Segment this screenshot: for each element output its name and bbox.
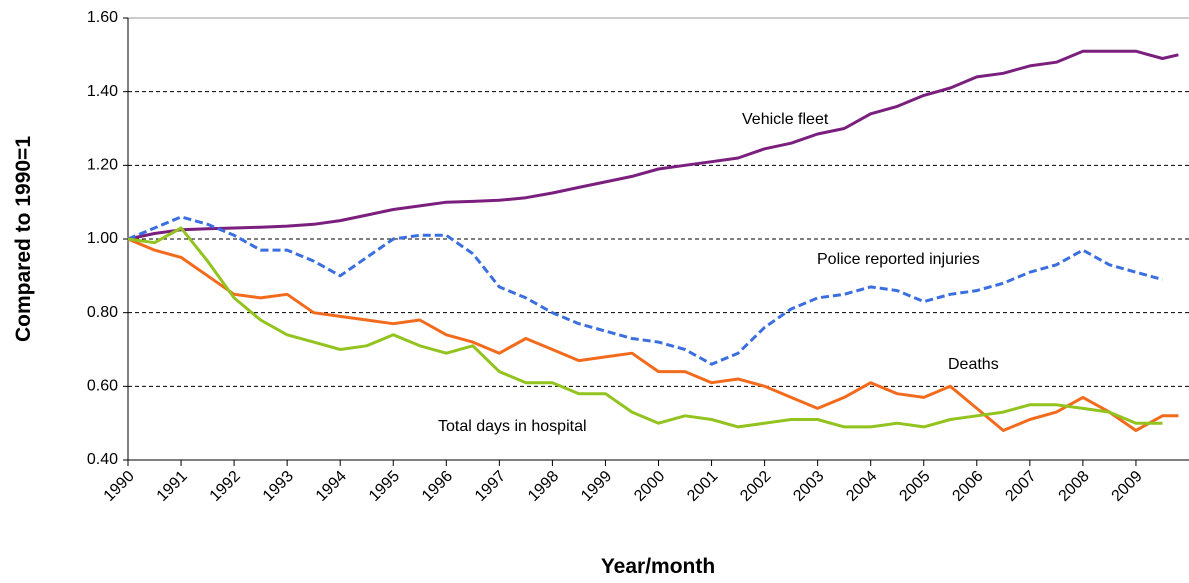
y-tick-label: 1.40 (87, 83, 118, 100)
series-label: Vehicle fleet (742, 111, 829, 128)
x-tick-label: 1997 (472, 468, 509, 505)
x-tick-label: 2004 (843, 468, 880, 505)
x-tick-label: 2001 (684, 468, 721, 505)
y-tick-label: 0.80 (87, 304, 118, 321)
series-line (127, 226, 1163, 429)
x-tick-label: 2000 (631, 468, 668, 505)
x-tick-label: 1991 (154, 468, 191, 505)
x-tick-label: 1996 (419, 468, 456, 505)
y-tick-label: 1.20 (87, 157, 118, 174)
x-axis-title: Year/month (601, 555, 715, 578)
series-label: Police reported injuries (817, 251, 980, 268)
x-tick-label: 2005 (896, 468, 933, 505)
series-label: Total days in hospital (438, 418, 587, 435)
x-tick-label: 1995 (366, 468, 403, 505)
series-label: Deaths (948, 356, 999, 373)
x-tick-label: 1999 (578, 468, 615, 505)
y-tick-label: 0.40 (87, 451, 118, 468)
x-tick-label: 1993 (260, 468, 297, 505)
y-tick-label: 0.60 (87, 378, 118, 395)
series-line (127, 237, 1179, 432)
x-tick-label: 2007 (1002, 468, 1039, 505)
x-tick-label: 2009 (1109, 468, 1146, 505)
x-tick-label: 2003 (790, 468, 827, 505)
x-tick-label: 2006 (949, 468, 986, 505)
series-line (127, 49, 1179, 241)
series-line (127, 215, 1163, 366)
x-tick-label: 1998 (525, 468, 562, 505)
x-tick-label: 1990 (101, 468, 138, 505)
y-tick-label: 1.60 (87, 9, 118, 26)
x-tick-label: 2008 (1056, 468, 1093, 505)
y-tick-label: 1.00 (87, 230, 118, 247)
y-axis-title: Compared to 1990=1 (12, 136, 35, 342)
x-tick-label: 1994 (313, 468, 350, 505)
x-tick-label: 2002 (737, 468, 774, 505)
x-tick-label: 1992 (207, 468, 244, 505)
